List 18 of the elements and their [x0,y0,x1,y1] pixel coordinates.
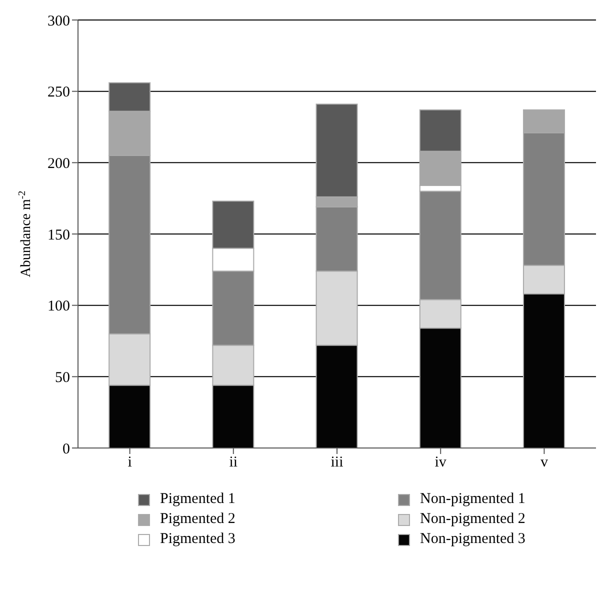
x-tick-label: ii [229,454,238,471]
y-tick-label: 250 [48,84,70,101]
y-tick-label: 300 [48,13,70,30]
y-tick-label: 50 [55,370,70,386]
x-tick-label: iii [330,454,344,471]
y-tick-label: 0 [62,441,70,458]
x-tick-label: v [540,454,548,471]
legend-label: Pigmented 1 [160,491,236,508]
y-tick-label: 100 [48,298,70,315]
legend-label: Non-pigmented 3 [420,531,526,548]
legend-label: Pigmented 3 [160,531,236,548]
legend-label: Non-pigmented 2 [420,511,526,528]
legend-label: Pigmented 2 [160,511,236,528]
x-tick-label: iv [434,454,447,471]
y-tick-label: 200 [48,156,70,172]
y-tick-label: 150 [48,227,70,244]
legend-label: Non-pigmented 1 [420,491,526,508]
x-tick-label: i [128,454,132,471]
